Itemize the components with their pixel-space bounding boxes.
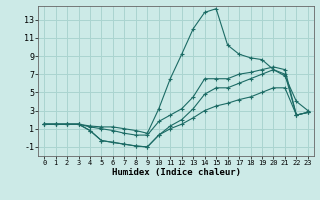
X-axis label: Humidex (Indice chaleur): Humidex (Indice chaleur) xyxy=(111,168,241,177)
